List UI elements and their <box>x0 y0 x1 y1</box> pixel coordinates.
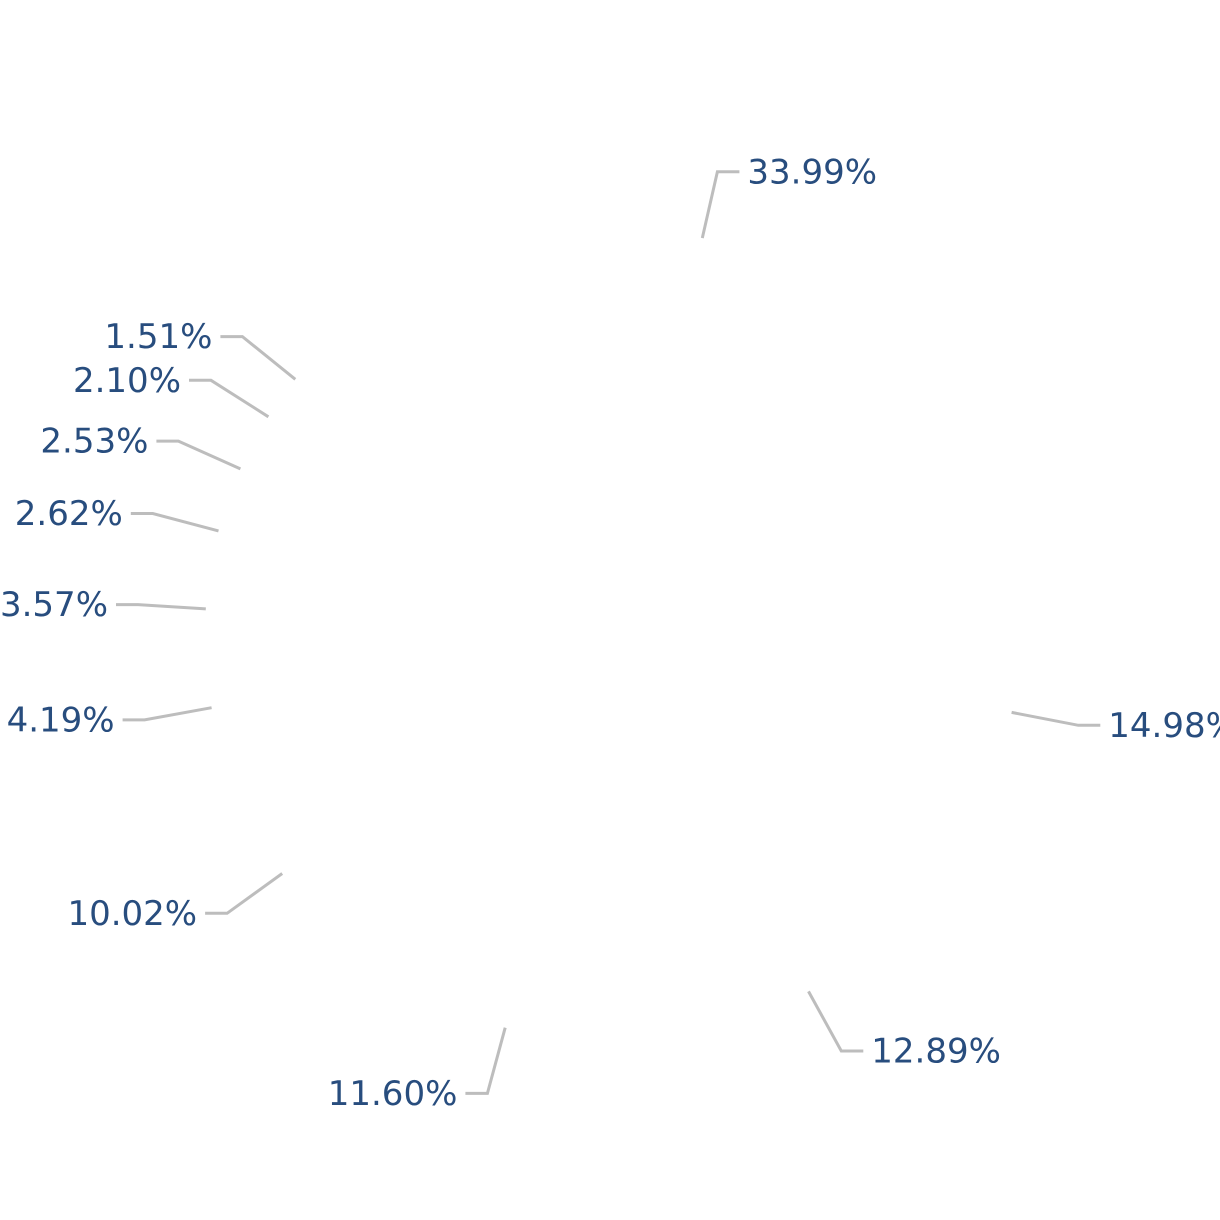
leader-line <box>205 872 284 915</box>
leader-line <box>189 378 270 419</box>
leader-line <box>807 990 864 1053</box>
data-label: 2.53% <box>40 422 148 462</box>
leader-lines <box>116 170 1101 1095</box>
leader-line <box>130 512 219 533</box>
pie-slice <box>612 635 924 1029</box>
pie-slice <box>293 372 612 635</box>
leader-line <box>465 1027 507 1095</box>
data-label: 11.60% <box>328 1074 458 1114</box>
data-label: 33.99% <box>747 152 877 192</box>
pie-slice <box>217 635 612 756</box>
pie-slice <box>235 635 613 955</box>
pie-slice <box>217 565 612 654</box>
pie-slice <box>379 635 652 1031</box>
pie-slice <box>239 445 613 635</box>
data-labels: 33.99% 1.51%2.10% 2.53% 2.62% 3.57% 4.19% 10.0… <box>0 152 1220 1114</box>
data-label: 2.62% <box>15 494 123 534</box>
leader-line <box>1011 710 1101 727</box>
leader-line <box>156 439 242 471</box>
data-label: 14.98% <box>1108 706 1220 746</box>
data-label: 10.02% <box>67 894 197 934</box>
data-label: 1.51% <box>104 317 212 357</box>
leader-line <box>122 706 212 722</box>
pie-slice <box>223 502 612 635</box>
data-label: 4.19% <box>7 700 115 740</box>
data-label: 2.10% <box>73 361 181 401</box>
leader-line <box>116 603 206 611</box>
pie-slices <box>217 239 1008 1031</box>
leader-line <box>220 335 297 381</box>
pie-slice <box>265 401 612 635</box>
pie-slice <box>316 239 992 636</box>
pie-slice <box>612 526 1008 878</box>
leader-line <box>700 170 740 239</box>
data-label: 12.89% <box>871 1032 1001 1072</box>
data-label: 3.57% <box>0 585 108 625</box>
